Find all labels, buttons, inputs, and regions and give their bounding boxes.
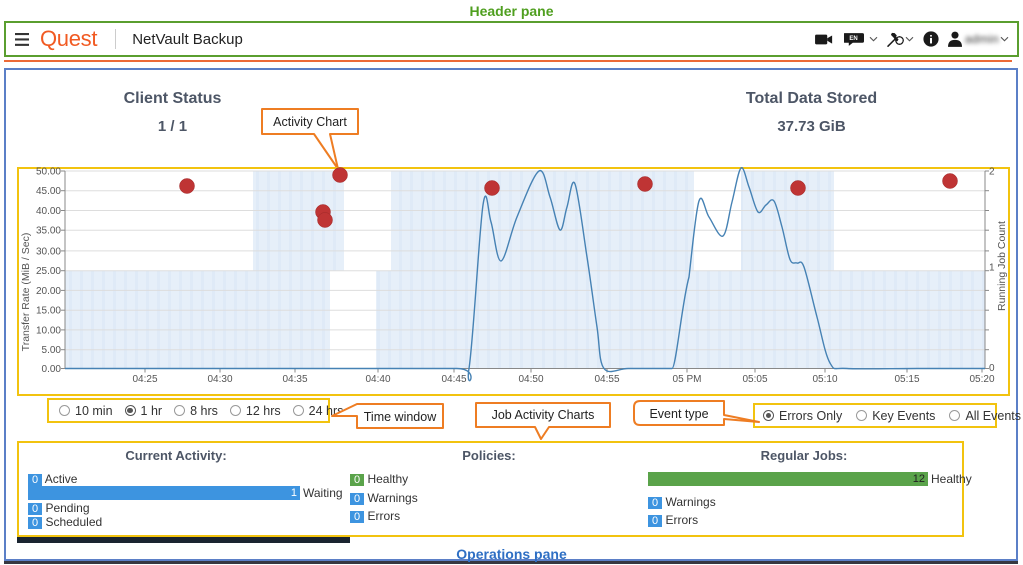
- svg-text:05:20: 05:20: [969, 374, 994, 385]
- svg-text:0: 0: [989, 363, 995, 374]
- svg-text:15.00: 15.00: [36, 306, 61, 317]
- svg-text:25.00: 25.00: [36, 266, 61, 277]
- svg-text:2: 2: [989, 167, 995, 178]
- svg-text:04:25: 04:25: [132, 374, 157, 385]
- svg-text:45.00: 45.00: [36, 186, 61, 197]
- svg-text:10.00: 10.00: [36, 325, 61, 336]
- svg-text:Activity Chart: Activity Chart: [273, 115, 347, 129]
- svg-text:5.00: 5.00: [42, 345, 62, 356]
- svg-text:04:40: 04:40: [365, 374, 390, 385]
- svg-text:0.00: 0.00: [42, 364, 62, 375]
- svg-text:05 PM: 05 PM: [673, 374, 702, 385]
- svg-text:05:15: 05:15: [894, 374, 919, 385]
- svg-text:Event type: Event type: [649, 407, 708, 421]
- svg-text:04:45: 04:45: [441, 374, 466, 385]
- svg-text:50.00: 50.00: [36, 167, 61, 178]
- svg-text:30.00: 30.00: [36, 246, 61, 257]
- svg-text:35.00: 35.00: [36, 226, 61, 237]
- svg-text:Transfer Rate (MiB / Sec): Transfer Rate (MiB / Sec): [20, 233, 32, 352]
- svg-text:20.00: 20.00: [36, 286, 61, 297]
- svg-text:Time window: Time window: [364, 410, 437, 424]
- svg-text:05:05: 05:05: [742, 374, 767, 385]
- svg-text:05:10: 05:10: [812, 374, 837, 385]
- svg-text:40.00: 40.00: [36, 206, 61, 217]
- svg-text:04:35: 04:35: [282, 374, 307, 385]
- svg-text:Job Activity Charts: Job Activity Charts: [492, 408, 595, 422]
- svg-text:04:30: 04:30: [207, 374, 232, 385]
- svg-text:EN: EN: [849, 35, 857, 41]
- svg-text:Running Job Count: Running Job Count: [996, 221, 1008, 311]
- svg-text:1: 1: [989, 263, 995, 274]
- svg-text:04:50: 04:50: [518, 374, 543, 385]
- svg-text:04:55: 04:55: [594, 374, 619, 385]
